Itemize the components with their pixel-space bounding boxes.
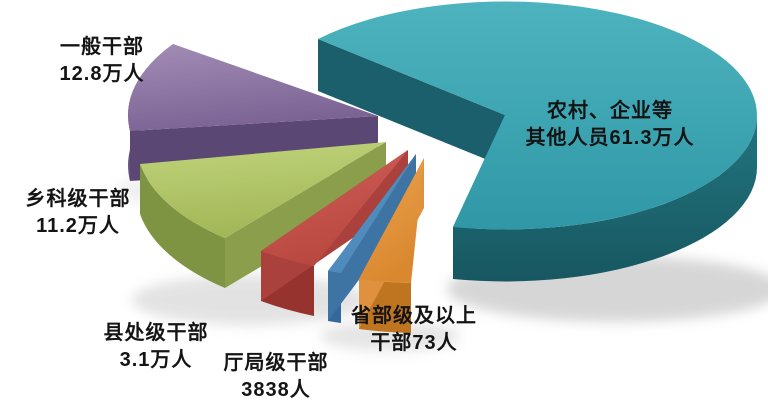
label-general-cadres: 一般干部 12.8万人 bbox=[18, 34, 186, 88]
slice-bureau-top-face bbox=[328, 154, 416, 273]
label-general-cadres-value: 12.8万人 bbox=[59, 63, 145, 85]
label-general-cadres-name: 一般干部 bbox=[60, 36, 144, 58]
label-county-cadres-value: 3.1万人 bbox=[119, 349, 193, 371]
slice-rural-rim bbox=[453, 115, 758, 282]
slice-township-rim bbox=[140, 164, 225, 288]
label-bureau-cadres-value: 3838人 bbox=[241, 379, 311, 401]
label-bureau-cadres-name: 厅局级干部 bbox=[223, 352, 329, 374]
label-provincial-cadres-value: 干部73人 bbox=[370, 332, 458, 354]
shadow-under-orange-slice bbox=[320, 321, 460, 351]
label-township-cadres: 乡科级干部 11.2万人 bbox=[0, 186, 156, 240]
slice-county-top-face bbox=[261, 150, 408, 266]
slice-general-top-face bbox=[128, 44, 378, 131]
label-rural-others: 农村、企业等 其他人员61.3万人 bbox=[500, 98, 720, 152]
label-county-cadres-name: 县处级干部 bbox=[103, 322, 209, 344]
label-rural-others-value: 其他人员61.3万人 bbox=[525, 127, 695, 149]
label-provincial-cadres-name: 省部级及以上 bbox=[351, 305, 477, 327]
slice-township-top-face bbox=[140, 142, 386, 238]
slice-rural-top-face bbox=[318, 1, 757, 230]
pie-slice-provincial-cadres bbox=[359, 158, 424, 333]
label-county-cadres: 县处级干部 3.1万人 bbox=[72, 320, 240, 374]
label-provincial-cadres: 省部级及以上 干部73人 bbox=[330, 303, 498, 357]
slice-rural-cut-face-upper bbox=[318, 39, 505, 167]
slice-bureau-cut-face bbox=[328, 154, 416, 321]
label-bureau-cadres: 厅局级干部 3838人 bbox=[192, 350, 360, 404]
label-rural-others-name: 农村、企业等 bbox=[547, 100, 673, 122]
pie-slice-bureau-cadres bbox=[328, 154, 416, 323]
label-township-cadres-name: 乡科级干部 bbox=[25, 188, 131, 210]
label-township-cadres-value: 11.2万人 bbox=[36, 215, 120, 237]
pie-slice-county-cadres bbox=[261, 150, 408, 316]
pie-slice-rural-others bbox=[318, 1, 758, 282]
slice-provincial-top-face bbox=[359, 158, 424, 283]
